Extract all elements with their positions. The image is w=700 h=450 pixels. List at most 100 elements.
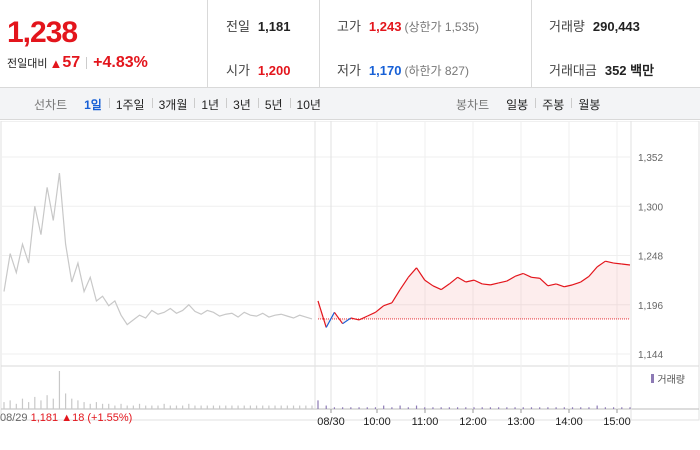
candle-monthly-button[interactable]: 월봉	[571, 96, 607, 113]
price-chart-svg: 1,352 1,300 1,248 1,196 1,144 08/30 10:00 11:0…	[0, 121, 700, 428]
x-tick-label: 14:00	[555, 416, 583, 428]
volume-legend-label: 거래량	[657, 375, 685, 386]
period-1w-button[interactable]: 1주일	[108, 96, 152, 113]
x-tick-label: 15:00	[603, 416, 631, 428]
today-price-segment	[325, 312, 335, 328]
line-chart-periods: 선차트 1일 1주일 3개월 1년 3년 5년 10년	[34, 88, 328, 120]
candle-chart-periods: 봉차트 일봉 주봉 월봉	[456, 88, 607, 120]
period-1d-button[interactable]: 1일	[84, 97, 102, 112]
y-tick-label: 1,300	[638, 202, 663, 213]
current-price: 1,238	[7, 16, 78, 49]
candle-chart-label: 봉차트	[456, 97, 490, 112]
y-axis-labels: 1,352 1,300 1,248 1,196 1,144	[638, 153, 663, 361]
today-price-segment	[621, 263, 631, 266]
candle-daily-button[interactable]: 일봉	[506, 97, 529, 112]
today-price-segment	[580, 275, 590, 283]
prev-day-info: 08/29 1,181 ▲18 (+1.55%)	[0, 412, 132, 424]
x-tick-label: 10:00	[363, 416, 391, 428]
chart-grid	[0, 121, 700, 421]
candle-weekly-button[interactable]: 주봉	[535, 96, 571, 113]
divider	[86, 57, 88, 69]
period-1y-button[interactable]: 1년	[194, 96, 226, 113]
divider	[531, 0, 532, 88]
stat-trade-amount: 거래대금 352 백만	[549, 63, 655, 78]
today-price-segment	[473, 279, 483, 285]
today-price-segment	[588, 266, 598, 277]
today-fill-area	[318, 261, 630, 328]
today-price-segment	[391, 289, 401, 304]
change-percent: +4.83%	[93, 54, 148, 71]
change-value: 57	[62, 54, 81, 71]
prev-day-price-line	[3, 173, 313, 326]
today-price-segment	[596, 260, 606, 268]
today-price-segment	[506, 275, 516, 282]
x-tick-label: 11:00	[412, 416, 439, 428]
stat-volume: 거래량 290,443	[549, 19, 640, 34]
today-price-segment	[547, 283, 557, 287]
today-price-segment	[383, 302, 393, 307]
stat-high: 고가 1,243 (상한가 1,535)	[337, 19, 479, 34]
chart-frame	[0, 121, 700, 421]
today-price-segment	[531, 276, 540, 279]
volume-swatch	[651, 374, 655, 383]
today-price-segment	[490, 282, 499, 286]
y-tick-label: 1,144	[638, 350, 663, 361]
prev-day-change: 18	[72, 412, 85, 424]
today-price-segment	[350, 317, 360, 321]
today-price-segment	[465, 279, 475, 283]
today-price-segment	[416, 267, 426, 281]
today-price-segment	[572, 281, 581, 286]
up-triangle-icon: ▲	[61, 412, 73, 424]
period-3y-button[interactable]: 3년	[226, 96, 258, 113]
stat-low: 저가 1,170 (하한가 827)	[337, 63, 469, 78]
y-tick-label: 1,196	[638, 301, 663, 312]
line-chart-label: 선차트	[34, 97, 68, 112]
x-tick-label: 08/30	[317, 416, 345, 428]
today-price-segment	[555, 283, 565, 288]
today-price-segment	[482, 283, 491, 286]
period-3m-button[interactable]: 3개월	[151, 96, 195, 113]
price-chart: 1,352 1,300 1,248 1,196 1,144 08/30 10:00 11:0…	[0, 121, 700, 450]
x-tick-label: 12:00	[459, 416, 487, 428]
today-price-segment	[457, 276, 467, 283]
period-5y-button[interactable]: 5년	[257, 96, 290, 113]
today-price-segment	[613, 262, 622, 265]
period-10y-button[interactable]: 10년	[289, 96, 328, 113]
price-summary-panel: 1,238 전일대비 ▲ 57 +4.83% 전일 1,181 시가 1,200 고…	[0, 0, 700, 88]
up-triangle-icon: ▲	[49, 55, 63, 71]
y-tick-label: 1,248	[638, 252, 663, 263]
volume-legend: 거래량	[651, 371, 685, 386]
stat-open: 시가 1,200	[226, 63, 291, 78]
today-price-segment	[498, 280, 507, 284]
prev-day-change-percent: (+1.55%)	[87, 412, 133, 424]
change-label: 전일대비	[7, 58, 48, 70]
today-price-segment	[539, 277, 549, 287]
today-layer	[317, 260, 631, 328]
stat-prev-close: 전일 1,181	[226, 19, 291, 34]
today-price-segment	[605, 260, 614, 264]
today-price-segment	[564, 284, 573, 288]
today-price-segment	[317, 300, 327, 328]
today-price-segment	[399, 276, 409, 290]
x-axis-labels: 08/30 10:00 11:00 12:00 13:00 14:00 15:00	[317, 416, 631, 428]
today-price-segment	[523, 272, 532, 278]
prev-day-close: 1,181	[30, 412, 59, 424]
prev-day-layer	[3, 173, 313, 326]
today-price-segment	[375, 305, 385, 313]
prev-day-date: 08/29	[0, 412, 28, 424]
y-tick-label: 1,352	[638, 153, 663, 164]
volume-layer	[3, 371, 631, 409]
today-price-segment	[440, 283, 450, 291]
today-price-segment	[514, 272, 524, 277]
price-change-row: 전일대비 ▲ 57 +4.83%	[7, 54, 148, 72]
chart-toolbar: 선차트 1일 1주일 3개월 1년 3년 5년 10년 봉차트 일봉 주봉 월봉	[0, 88, 700, 120]
today-price-segment	[358, 315, 368, 321]
current-price-box: 1,238 전일대비 ▲ 57 +4.83%	[0, 0, 208, 88]
today-price-segment	[448, 276, 458, 285]
divider	[319, 0, 320, 88]
today-price-segment	[407, 267, 417, 278]
today-price-segment	[333, 311, 344, 325]
today-price-segment	[367, 311, 376, 317]
today-price-segment	[424, 279, 434, 287]
x-tick-label: 13:00	[507, 416, 535, 428]
